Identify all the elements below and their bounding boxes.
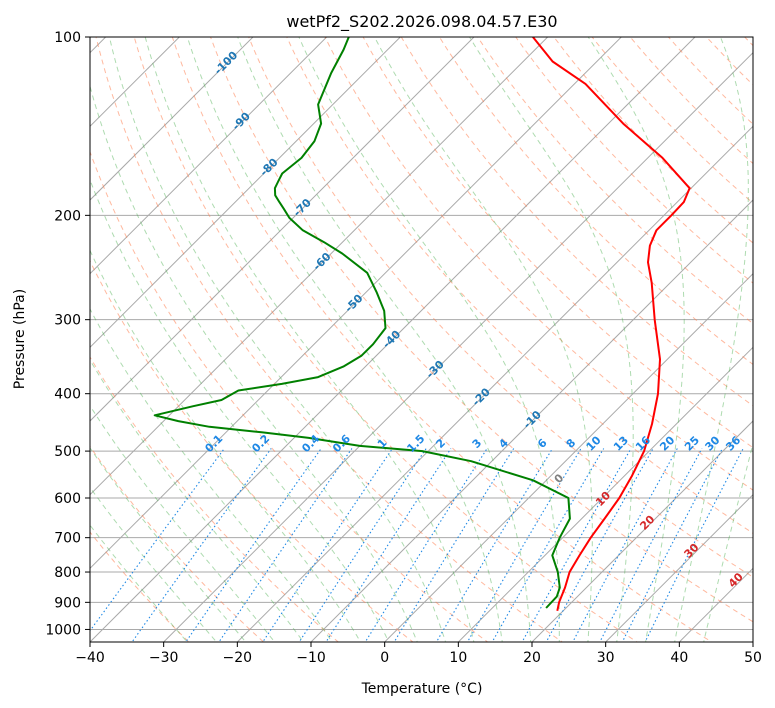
x-tick-label: 50 <box>744 650 762 666</box>
y-tick-label: 300 <box>54 313 81 329</box>
mixing-ratio-lines <box>90 448 744 642</box>
y-tick-label: 600 <box>54 491 81 507</box>
mixing-ratio-line <box>435 448 553 642</box>
isobar-gridlines <box>90 37 753 630</box>
dry-adiabat-line <box>286 37 753 534</box>
x-tick-label: 0 <box>380 650 389 666</box>
isotherm-line <box>90 37 696 642</box>
chart-title: wetPf2_S202.2026.098.04.57.E30 <box>286 12 557 32</box>
plot-background <box>90 37 753 642</box>
x-tick-label: −10 <box>296 650 326 666</box>
dry-adiabat-line <box>90 445 265 642</box>
mixing-ratio-line <box>364 448 488 642</box>
moist-adiabat-line <box>144 37 475 642</box>
moist-adiabat-line <box>90 486 218 642</box>
isotherm-line <box>90 37 254 201</box>
moist-adiabat-line <box>469 37 634 642</box>
dry-adiabat-line <box>95 37 564 642</box>
temperature-profile-line <box>532 37 691 612</box>
x-tick-label: −40 <box>75 650 105 666</box>
x-tick-label: 40 <box>670 650 688 666</box>
moist-adiabat-line <box>108 37 447 642</box>
dry-adiabat-line <box>209 37 753 623</box>
isotherm-line <box>383 272 753 642</box>
y-tick-label: 100 <box>54 30 81 46</box>
mixing-ratio-line <box>491 448 605 642</box>
isotherm-line <box>90 37 549 496</box>
isotherm-line <box>162 51 753 642</box>
dry-adiabat-line <box>248 37 753 578</box>
y-tick-label: 900 <box>54 595 81 611</box>
mixing-ratio-line <box>185 448 322 642</box>
x-tick-label: 30 <box>597 650 615 666</box>
y-tick-label: 200 <box>54 208 81 224</box>
y-tick-label: 500 <box>54 444 81 460</box>
isotherm-line <box>310 199 753 642</box>
moist-adiabat-line <box>90 447 247 642</box>
moist-adiabats <box>90 37 753 642</box>
mixing-ratio-line <box>521 448 632 642</box>
moist-adiabat-line <box>674 37 749 642</box>
y-axis-label: Pressure (hPa) <box>12 289 28 389</box>
moist-adiabat-line <box>90 84 418 642</box>
mixing-ratio-line <box>545 448 654 642</box>
isotherm-line <box>90 37 623 570</box>
moist-adiabat-line <box>90 178 390 642</box>
x-axis-ticks: −40 −30 −20 −10 0 10 20 30 40 50 <box>75 642 762 666</box>
isotherm-line <box>90 37 475 422</box>
moist-adiabat-line <box>298 37 560 642</box>
moist-adiabat-line <box>374 37 593 642</box>
x-tick-label: 10 <box>449 650 467 666</box>
profile-series <box>153 37 691 612</box>
moist-adiabat-line <box>90 249 362 642</box>
dry-adiabat-line <box>133 37 638 642</box>
mixing-ratio-line <box>298 448 427 642</box>
x-tick-label: −20 <box>223 650 253 666</box>
dry-adiabat-line <box>90 259 414 642</box>
dry-adiabat-line <box>400 37 753 407</box>
isotherm-line <box>90 37 181 128</box>
mixing-ratio-line <box>599 448 703 642</box>
dry-adiabat-line <box>90 150 489 642</box>
isotherm-line <box>236 125 753 642</box>
dry-adiabat-line <box>171 37 713 642</box>
moist-adiabat-line <box>90 358 305 642</box>
x-tick-label: −30 <box>149 650 179 666</box>
isotherm-line <box>604 493 753 642</box>
isotherm-line <box>457 346 753 642</box>
dry-adiabat-line <box>90 356 340 642</box>
y-tick-label: 800 <box>54 565 81 581</box>
mixing-ratio-line <box>466 448 582 642</box>
dewpoint-profile-line <box>153 37 571 609</box>
moist-adiabat-line <box>186 37 503 642</box>
dry-adiabats <box>90 37 753 642</box>
mixing-ratio-line <box>621 448 723 642</box>
y-axis-ticks: 100 200 300 400 500 600 700 800 900 1000 <box>45 30 90 638</box>
isotherm-line <box>90 37 328 275</box>
x-tick-label: 20 <box>523 650 541 666</box>
isotherm-line <box>531 420 753 642</box>
y-tick-label: 400 <box>54 387 81 403</box>
y-tick-label: 1000 <box>45 622 81 638</box>
y-tick-label: 700 <box>54 531 81 547</box>
mixing-ratio-line <box>644 448 744 642</box>
mixing-ratio-line <box>393 448 515 642</box>
dry-adiabat-line <box>477 37 753 325</box>
mixing-ratio-line <box>218 448 353 642</box>
x-axis-label: Temperature (°C) <box>361 681 483 697</box>
plot-frame <box>89 36 754 643</box>
moist-adiabat-line <box>90 404 276 642</box>
moist-adiabat-line <box>90 524 188 642</box>
mixing-ratio-line <box>325 448 452 642</box>
